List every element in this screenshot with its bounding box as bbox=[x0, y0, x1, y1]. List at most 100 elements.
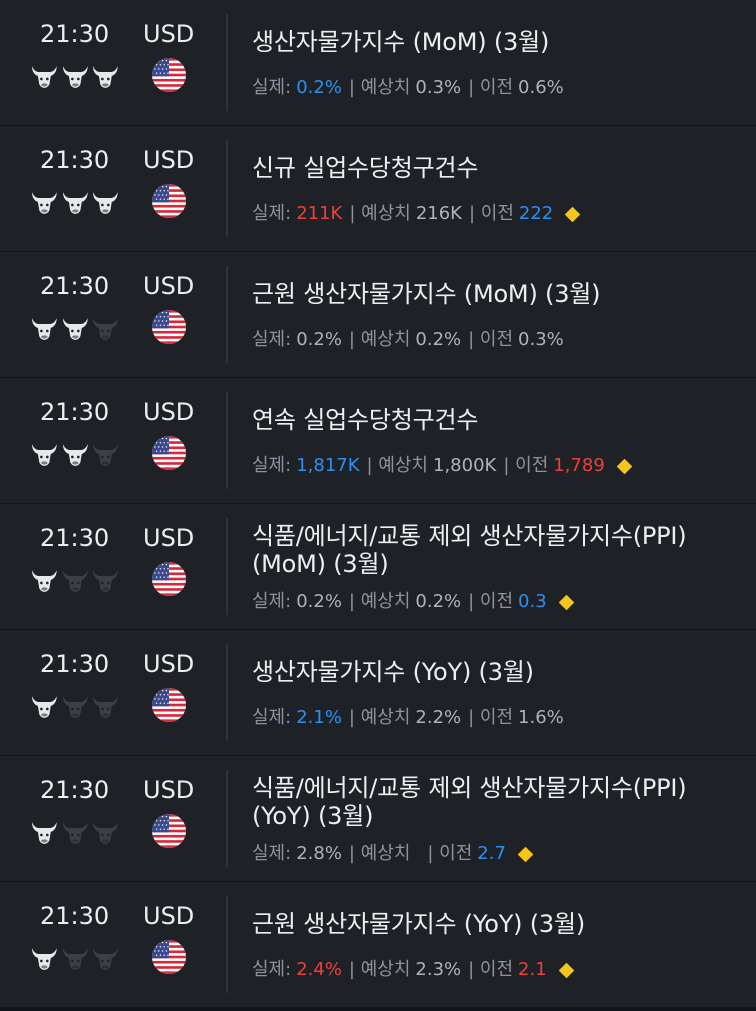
bull-icon bbox=[93, 192, 119, 214]
previous-label: | 이전 bbox=[503, 455, 549, 476]
revision-diamond-icon bbox=[616, 458, 633, 474]
actual-label: 실제: bbox=[252, 591, 292, 612]
forecast-label: | 예상치 bbox=[348, 591, 411, 612]
bull-icon bbox=[93, 696, 119, 718]
event-title[interactable]: 근원 생산자물가지수 (YoY) (3월) bbox=[252, 910, 742, 938]
previous-label: | 이전 bbox=[469, 203, 514, 224]
bull-icon bbox=[93, 822, 119, 844]
previous-label: | 이전 bbox=[468, 707, 514, 728]
event-title[interactable]: 생산자물가지수 (YoY) (3월) bbox=[252, 658, 742, 686]
bull-icon bbox=[62, 66, 88, 88]
event-title[interactable]: 식품/에너지/교통 제외 생산자물가지수(PPI) (MoM) (3월) bbox=[252, 522, 742, 578]
bull-icon bbox=[93, 444, 119, 466]
event-title[interactable]: 근원 생산자물가지수 (MoM) (3월) bbox=[252, 280, 742, 308]
column-divider bbox=[226, 770, 228, 867]
column-divider bbox=[226, 518, 228, 615]
actual-value: 2.8% bbox=[296, 843, 342, 864]
importance-rating bbox=[29, 944, 121, 972]
event-values: 실제: 2.1% | 예상치 2.2% | 이전 1.6% bbox=[252, 705, 742, 731]
bull-icon bbox=[93, 570, 119, 592]
event-title-line: 신규 실업수당청구건수 bbox=[252, 154, 479, 182]
event-currency: USD bbox=[143, 398, 195, 426]
event-values: 실제: 1,817K | 예상치 1,800K | 이전 1,789 bbox=[252, 453, 742, 479]
event-title-line: 생산자물가지수 (YoY) (3월) bbox=[252, 658, 534, 686]
previous-label: | 이전 bbox=[468, 959, 514, 980]
event-time: 21:30 bbox=[40, 20, 110, 48]
event-values: 실제: 2.4% | 예상치 2.3% | 이전 2.1 bbox=[252, 957, 742, 983]
event-row[interactable]: 21:30 USD 근원 생산자물가지수 (MoM) (3월) 실제: 0.2% | 예상… bbox=[0, 252, 756, 377]
forecast-value: 216K bbox=[415, 203, 462, 224]
actual-value: 0.2% bbox=[296, 329, 342, 350]
bull-icon bbox=[93, 318, 119, 340]
event-title-line: (MoM) (3월) bbox=[252, 550, 389, 578]
importance-rating bbox=[29, 566, 121, 594]
actual-value: 211K bbox=[296, 203, 343, 224]
event-row[interactable]: 21:30 USD 식품/에너지/교통 제외 생산자물가지수(PPI) (MoM) (… bbox=[0, 504, 756, 629]
bull-icon bbox=[62, 318, 88, 340]
event-time: 21:30 bbox=[40, 146, 110, 174]
event-time: 21:30 bbox=[40, 776, 110, 804]
event-currency: USD bbox=[143, 272, 195, 300]
forecast-value: 0.2% bbox=[415, 591, 462, 612]
event-currency: USD bbox=[143, 146, 195, 174]
actual-label: 실제: bbox=[252, 455, 292, 476]
forecast-label: | 예상치 bbox=[348, 707, 411, 728]
column-divider bbox=[226, 266, 228, 363]
actual-label: 실제: bbox=[252, 329, 292, 350]
actual-label: 실제: bbox=[252, 77, 292, 98]
event-row[interactable]: 21:30 USD 생산자물가지수 (YoY) (3월) 실제: 2.1% | 예상치 2.… bbox=[0, 630, 756, 755]
importance-rating bbox=[29, 188, 121, 216]
event-currency: USD bbox=[143, 776, 195, 804]
previous-value: 2.1 bbox=[518, 959, 547, 980]
bull-icon bbox=[31, 66, 57, 88]
event-values: 실제: 2.8% | 예상치 | 이전 2.7 bbox=[252, 841, 742, 867]
forecast-value: 0.2% bbox=[415, 329, 462, 350]
forecast-label: | 예상치 bbox=[348, 843, 411, 864]
previous-label: | 이전 bbox=[427, 843, 473, 864]
event-currency: USD bbox=[143, 650, 195, 678]
forecast-value: 1,800K bbox=[433, 455, 497, 476]
actual-label: 실제: bbox=[252, 843, 292, 864]
previous-value: 1,789 bbox=[553, 455, 605, 476]
event-title[interactable]: 신규 실업수당청구건수 bbox=[252, 154, 742, 182]
column-divider bbox=[226, 14, 228, 111]
actual-value: 0.2% bbox=[296, 591, 342, 612]
event-currency: USD bbox=[143, 20, 195, 48]
forecast-label: | 예상치 bbox=[348, 329, 411, 350]
actual-label: 실제: bbox=[252, 707, 292, 728]
event-title[interactable]: 식품/에너지/교통 제외 생산자물가지수(PPI) (YoY) (3월) bbox=[252, 774, 742, 830]
event-time: 21:30 bbox=[40, 650, 110, 678]
previous-value: 1.6% bbox=[518, 707, 564, 728]
event-currency: USD bbox=[143, 902, 195, 930]
event-row[interactable]: 21:30 USD 연속 실업수당청구건수 실제: 1,817K | 예상치 1,800K |… bbox=[0, 378, 756, 503]
previous-value: 222 bbox=[518, 203, 554, 224]
bull-icon bbox=[31, 192, 57, 214]
event-values: 실제: 211K | 예상치 216K | 이전 222 bbox=[252, 201, 742, 227]
event-title[interactable]: 연속 실업수당청구건수 bbox=[252, 406, 742, 434]
event-row[interactable]: 21:30 USD 근원 생산자물가지수 (YoY) (3월) 실제: 2.4% | 예상… bbox=[0, 882, 756, 1007]
bull-icon bbox=[62, 948, 88, 970]
event-row[interactable]: 21:30 USD 생산자물가지수 (MoM) (3월) 실제: 0.2% | 예상치 0.… bbox=[0, 0, 756, 125]
column-divider bbox=[226, 140, 228, 237]
event-values: 실제: 0.2% | 예상치 0.3% | 이전 0.6% bbox=[252, 75, 742, 101]
previous-label: | 이전 bbox=[468, 77, 514, 98]
actual-value: 2.4% bbox=[296, 959, 342, 980]
bull-icon bbox=[62, 444, 88, 466]
event-currency: USD bbox=[143, 524, 195, 552]
us-flag-icon bbox=[152, 688, 186, 722]
forecast-value: 0.3% bbox=[415, 77, 462, 98]
bull-icon bbox=[93, 66, 119, 88]
event-row[interactable]: 21:30 USD 신규 실업수당청구건수 실제: 211K | 예상치 216K | 이전 2… bbox=[0, 126, 756, 251]
event-row[interactable]: 21:30 USD 식품/에너지/교통 제외 생산자물가지수(PPI) (YoY) (… bbox=[0, 756, 756, 881]
importance-rating bbox=[29, 692, 121, 720]
event-title[interactable]: 생산자물가지수 (MoM) (3월) bbox=[252, 28, 742, 56]
bull-icon bbox=[31, 444, 57, 466]
actual-value: 1,817K bbox=[296, 455, 360, 476]
previous-value: 0.3% bbox=[518, 329, 564, 350]
previous-value: 0.3 bbox=[518, 591, 547, 612]
bull-icon bbox=[62, 822, 88, 844]
revision-diamond-icon bbox=[558, 594, 574, 610]
event-title-line: 생산자물가지수 (MoM) (3월) bbox=[252, 28, 550, 56]
previous-value: 2.7 bbox=[477, 843, 506, 864]
